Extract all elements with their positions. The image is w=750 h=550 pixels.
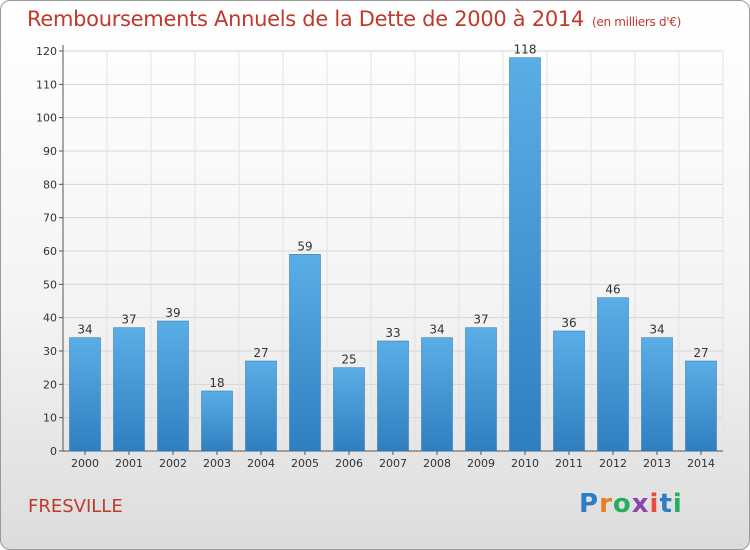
x-tick-label: 2011 xyxy=(555,457,583,470)
x-tick-label: 2003 xyxy=(203,457,231,470)
logo-letter: r xyxy=(599,489,613,519)
y-tick-label: 60 xyxy=(43,245,57,258)
data-label: 59 xyxy=(297,239,312,253)
bars xyxy=(69,57,717,452)
bar-2008 xyxy=(421,337,453,452)
data-label: 27 xyxy=(693,346,708,360)
chart-title: Remboursements Annuels de la Dette de 20… xyxy=(27,7,681,31)
x-tick-label: 2010 xyxy=(511,457,539,470)
y-tick-labels: 0 10 20 30 40 50 60 70 80 90 100 110 120 xyxy=(36,45,57,458)
data-label: 46 xyxy=(605,283,620,297)
y-tick-label: 40 xyxy=(43,312,57,325)
x-tick-label: 2007 xyxy=(379,457,407,470)
y-tick-label: 70 xyxy=(43,212,57,225)
data-labels: 34 37 39 18 27 59 25 33 34 37 118 36 46 34 27 xyxy=(77,43,708,390)
chart-title-unit: (en milliers d'€) xyxy=(592,15,682,29)
town-name: FRESVILLE xyxy=(28,496,123,517)
x-tick-labels: 2000 2001 2002 2003 2004 2005 2006 2007 2008 2009… xyxy=(71,457,715,470)
data-label: 18 xyxy=(209,376,224,390)
y-tick-label: 110 xyxy=(36,78,57,91)
data-label: 34 xyxy=(649,323,664,337)
data-label: 25 xyxy=(341,353,356,367)
y-tick-label: 120 xyxy=(36,45,57,58)
logo-letter: i xyxy=(672,489,683,519)
bar-2002 xyxy=(157,320,189,452)
x-tick-label: 2006 xyxy=(335,457,363,470)
y-tick-label: 80 xyxy=(43,178,57,191)
x-tick-label: 2004 xyxy=(247,457,275,470)
logo-letter: t xyxy=(659,489,673,519)
data-label: 37 xyxy=(473,313,488,327)
y-tick-label: 0 xyxy=(50,445,57,458)
bar-2010 xyxy=(509,57,541,452)
bar-2003 xyxy=(201,390,233,452)
x-tick-label: 2001 xyxy=(115,457,143,470)
y-tick-label: 90 xyxy=(43,145,57,158)
data-label: 34 xyxy=(77,323,92,337)
x-tick-label: 2014 xyxy=(687,457,715,470)
bar-2007 xyxy=(377,340,409,452)
logo-letter: P xyxy=(579,489,600,519)
chart-title-text: Remboursements Annuels de la Dette de 20… xyxy=(27,7,584,31)
x-tick-label: 2008 xyxy=(423,457,451,470)
data-label: 37 xyxy=(121,313,136,327)
x-tick-label: 2000 xyxy=(71,457,99,470)
data-label: 118 xyxy=(514,43,537,57)
data-label: 33 xyxy=(385,326,400,340)
logo-letter: o xyxy=(612,489,632,519)
logo-letter: x xyxy=(631,489,650,519)
bar-2004 xyxy=(245,360,277,452)
bar-2005 xyxy=(289,254,321,452)
bar-2000 xyxy=(69,337,101,452)
y-tick-label: 30 xyxy=(43,345,57,358)
x-tick-label: 2013 xyxy=(643,457,671,470)
data-label: 36 xyxy=(561,316,576,330)
x-tick-label: 2009 xyxy=(467,457,495,470)
bar-2013 xyxy=(641,337,673,452)
y-tick-label: 100 xyxy=(36,112,57,125)
bar-2001 xyxy=(113,327,145,452)
bar-2009 xyxy=(465,327,497,452)
bar-2014 xyxy=(685,360,717,452)
logo-letter: i xyxy=(649,489,660,519)
y-tick-label: 50 xyxy=(43,278,57,291)
data-label: 34 xyxy=(429,323,444,337)
data-label: 39 xyxy=(165,306,180,320)
bar-2006 xyxy=(333,367,365,452)
bar-2011 xyxy=(553,330,585,452)
data-label: 27 xyxy=(253,346,268,360)
x-tick-label: 2012 xyxy=(599,457,627,470)
proxiti-logo: Proxiti xyxy=(579,489,683,519)
y-tick-label: 20 xyxy=(43,378,57,391)
x-tick-label: 2005 xyxy=(291,457,319,470)
x-tick-label: 2002 xyxy=(159,457,187,470)
y-tick-label: 10 xyxy=(43,412,57,425)
bar-2012 xyxy=(597,297,629,452)
